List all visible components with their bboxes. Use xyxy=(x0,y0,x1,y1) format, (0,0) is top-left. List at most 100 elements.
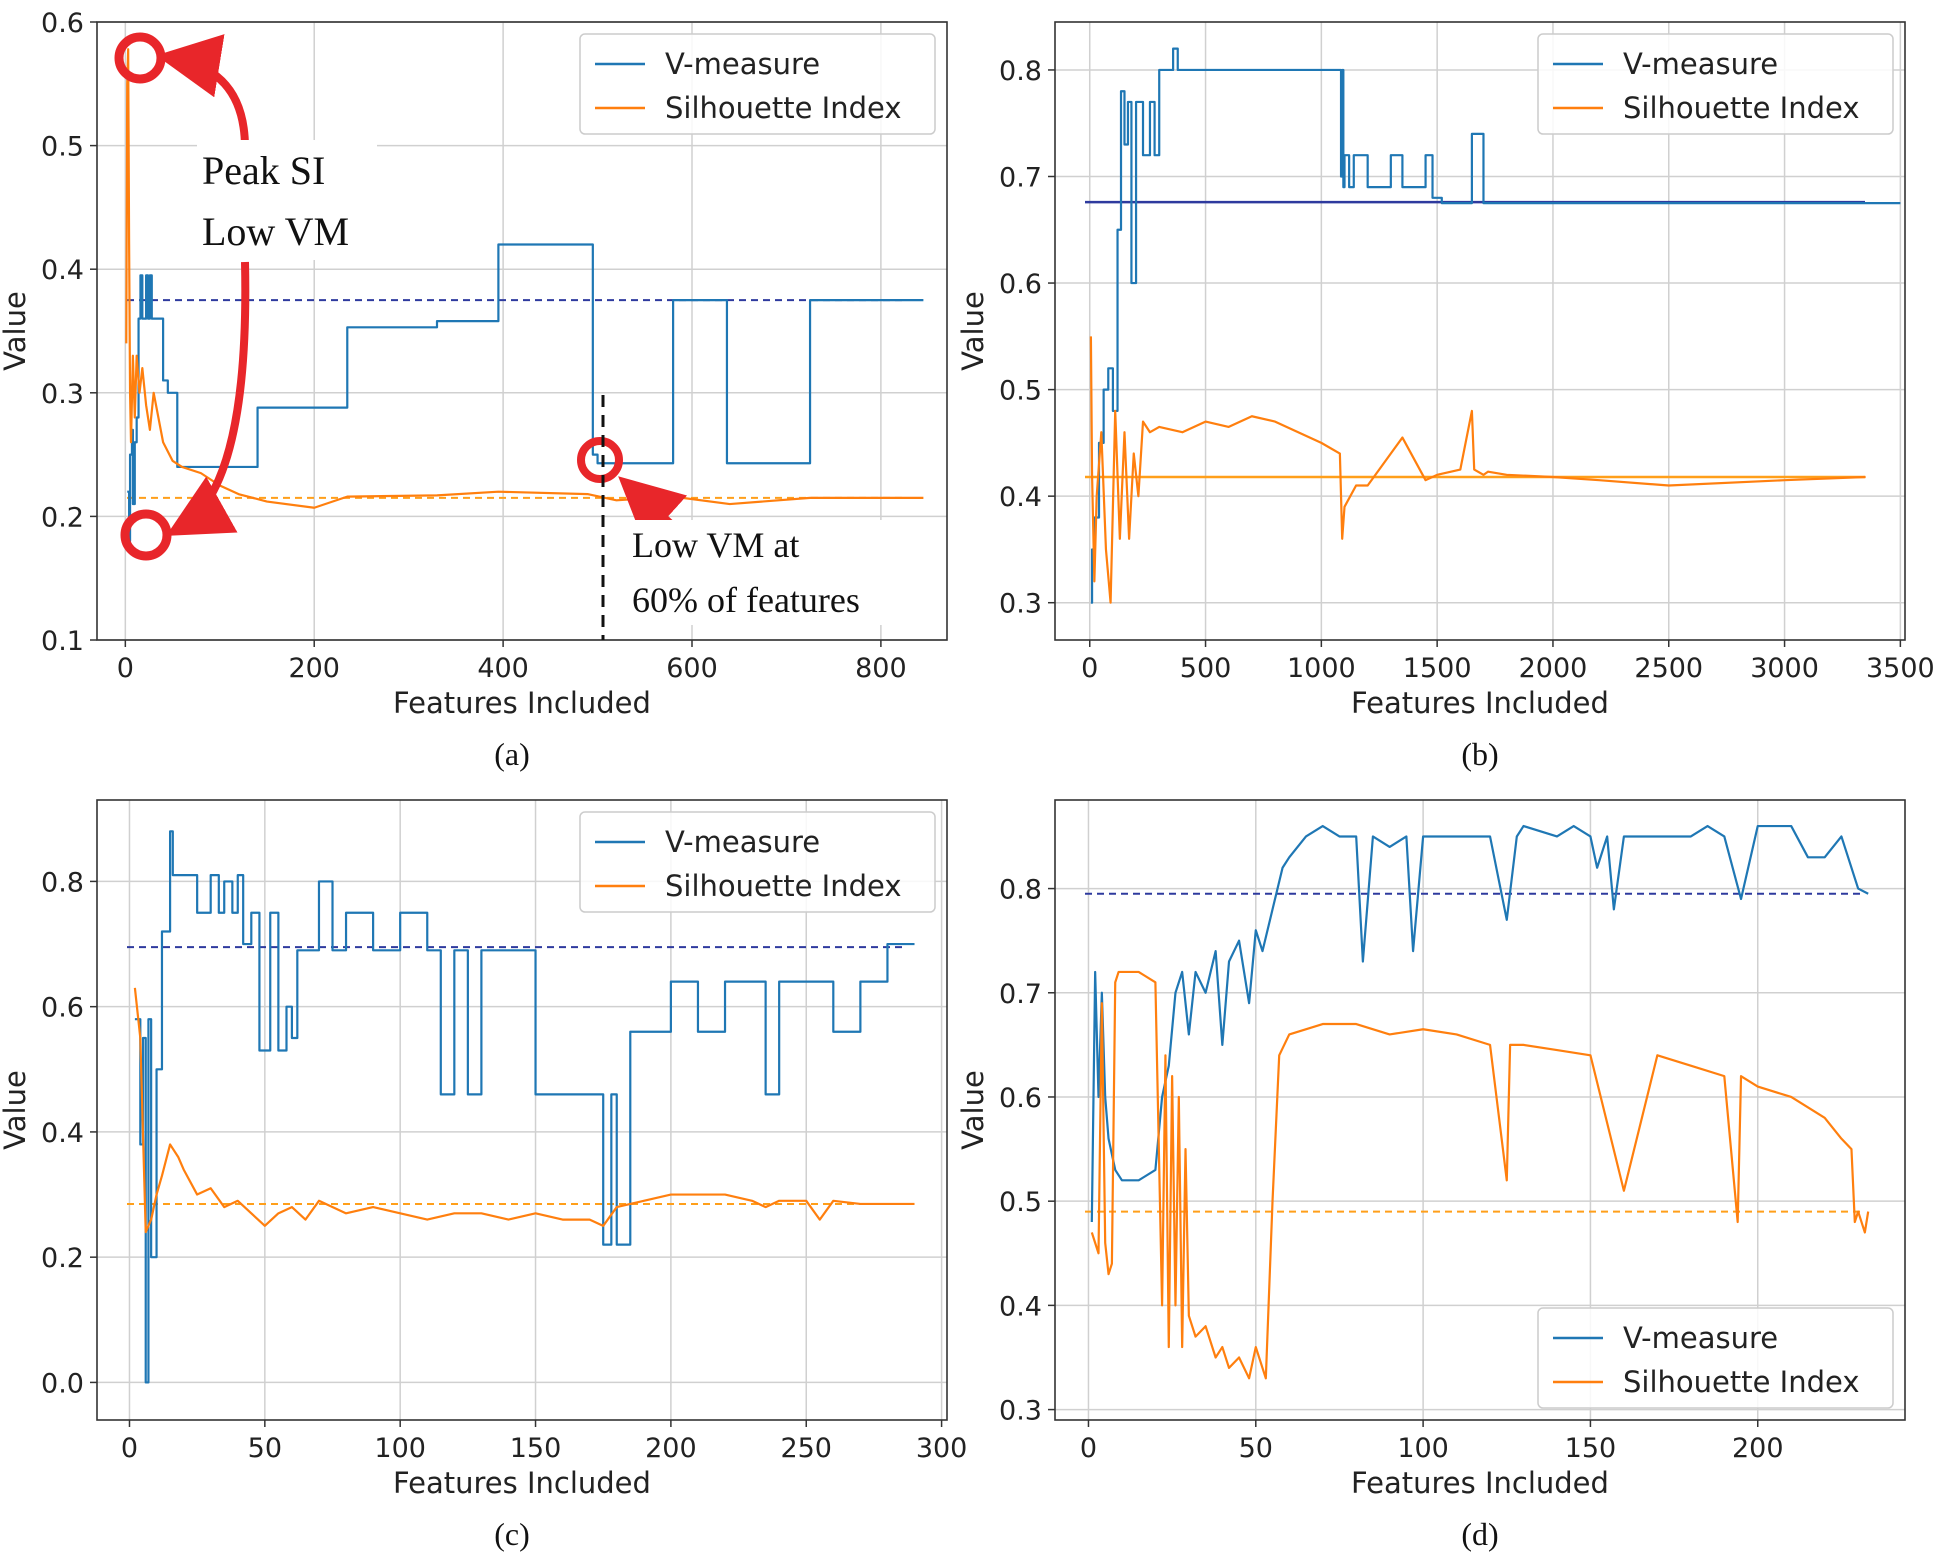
legend-box xyxy=(579,33,936,135)
x-tick-label: 0 xyxy=(117,653,134,684)
y-tick-label: 0.7 xyxy=(999,163,1042,194)
plot-frame xyxy=(96,799,948,1421)
y-axis-label: Value xyxy=(956,291,990,371)
plot-frame xyxy=(1054,799,1906,1421)
panel-caption: (c) xyxy=(494,1516,530,1552)
chart-panel-d: 0 50 100 150 200 0.3 0.4 0.5 0.6 0.7 0.8 Features I… xyxy=(956,799,1906,1552)
annotation-text-bg-2 xyxy=(625,520,895,625)
y-tick-label: 0.4 xyxy=(41,1118,84,1149)
x-axis-label: Features Included xyxy=(1351,686,1609,720)
y-tick-label: 0.5 xyxy=(41,132,84,163)
y-tick-label: 0.0 xyxy=(41,1368,84,1399)
y-tick-label: 0.5 xyxy=(999,376,1042,407)
x-tick-label: 200 xyxy=(1732,1433,1784,1464)
arrow-to-low-vm-60 xyxy=(618,476,688,543)
y-tick-label: 0.4 xyxy=(41,255,84,286)
y-tick-label: 0.4 xyxy=(999,1291,1042,1322)
arrow-to-low-vm xyxy=(166,261,250,536)
y-axis-label: Value xyxy=(0,1070,32,1150)
plot-frame xyxy=(96,21,948,641)
silhouette-index-line xyxy=(1090,970,1870,1380)
x-tick-label: 50 xyxy=(1239,1433,1273,1464)
low-vm-marker xyxy=(120,509,172,561)
x-tick-label: 800 xyxy=(855,653,907,684)
x-tick-label: 500 xyxy=(1180,653,1232,684)
y-tick-label: 0.3 xyxy=(41,379,84,410)
legend-label: Silhouette Index xyxy=(1623,91,1860,125)
annotation-layer: Peak SI Low VM Low VM at 60% of features xyxy=(114,32,895,640)
y-tick-label: 0.4 xyxy=(999,482,1042,513)
y-tick-label: 0.6 xyxy=(999,1083,1042,1114)
x-tick-label: 0 xyxy=(1081,653,1098,684)
silhouette-index-line xyxy=(133,987,915,1234)
y-tick-label: 0.3 xyxy=(999,589,1042,620)
x-tick-label: 600 xyxy=(666,653,718,684)
legend-label: Silhouette Index xyxy=(665,91,902,125)
plot-frame xyxy=(1054,21,1906,641)
plot-area xyxy=(127,830,915,1384)
chart-panel-a: 0 200 400 600 800 0.1 0.2 0.3 0.4 0.5 0.6 Features … xyxy=(0,8,948,772)
y-tick-label: 0.8 xyxy=(41,867,84,898)
x-tick-label: 3500 xyxy=(1866,653,1935,684)
legend-label: Silhouette Index xyxy=(665,869,902,903)
x-tick-label: 200 xyxy=(645,1433,697,1464)
legend: V-measure Silhouette Index xyxy=(1537,33,1894,135)
plot-area xyxy=(1085,824,1870,1380)
x-tick-label: 0 xyxy=(1080,1433,1097,1464)
x-tick-label: 300 xyxy=(916,1433,968,1464)
x-tick-label: 2500 xyxy=(1634,653,1703,684)
x-tick-label: 400 xyxy=(477,653,529,684)
x-tick-label: 3000 xyxy=(1750,653,1819,684)
legend: V-measure Silhouette Index xyxy=(579,33,936,135)
x-axis-label: Features Included xyxy=(1351,1466,1609,1500)
y-tick-label: 0.6 xyxy=(41,8,84,39)
legend-box xyxy=(579,811,936,913)
plot-area xyxy=(1085,47,1901,604)
x-tick-label: 1500 xyxy=(1403,653,1472,684)
x-tick-label: 250 xyxy=(780,1433,832,1464)
low-vm-label: Low VM xyxy=(202,209,349,254)
y-tick-label: 0.6 xyxy=(41,993,84,1024)
legend-label: V-measure xyxy=(665,825,820,859)
panel-caption: (d) xyxy=(1461,1516,1498,1552)
x-tick-label: 150 xyxy=(1565,1433,1617,1464)
silhouette-index-line xyxy=(125,48,924,509)
legend-box xyxy=(1537,1307,1894,1409)
low-vm-60-label-line1: Low VM at xyxy=(632,525,799,565)
legend-label: Silhouette Index xyxy=(1623,1365,1860,1399)
legend: V-measure Silhouette Index xyxy=(579,811,936,913)
v-measure-line xyxy=(1090,47,1901,604)
y-tick-label: 0.1 xyxy=(41,626,84,657)
y-axis-label: Value xyxy=(0,291,32,371)
legend: V-measure Silhouette Index xyxy=(1537,1307,1894,1409)
x-tick-label: 100 xyxy=(1397,1433,1449,1464)
x-tick-label: 150 xyxy=(510,1433,562,1464)
legend-label: V-measure xyxy=(1623,1321,1778,1355)
y-tick-label: 0.3 xyxy=(999,1396,1042,1427)
y-tick-label: 0.2 xyxy=(41,1243,84,1274)
chart-panel-b: 0 500 1000 1500 2000 2500 3000 3500 0.3 0.4 0.5 0.6… xyxy=(956,21,1935,772)
x-tick-label: 2000 xyxy=(1519,653,1588,684)
x-tick-label: 50 xyxy=(248,1433,282,1464)
y-tick-label: 0.6 xyxy=(999,269,1042,300)
peak-si-label: Peak SI xyxy=(202,148,325,193)
x-tick-label: 1000 xyxy=(1287,653,1356,684)
v-measure-line xyxy=(134,830,915,1384)
y-tick-label: 0.8 xyxy=(999,56,1042,87)
legend-label: V-measure xyxy=(1623,47,1778,81)
x-tick-label: 200 xyxy=(288,653,340,684)
chart-panel-c: 0 50 100 150 200 250 300 0.0 0.2 0.4 0.6 0.8 Feature… xyxy=(0,799,968,1552)
arrow-to-peak-si xyxy=(156,34,249,149)
panel-caption: (b) xyxy=(1461,736,1498,772)
x-axis-label: Features Included xyxy=(393,1466,651,1500)
y-tick-label: 0.7 xyxy=(999,979,1042,1010)
v-measure-line xyxy=(127,243,924,543)
legend-box xyxy=(1537,33,1894,135)
y-tick-label: 0.8 xyxy=(999,875,1042,906)
low-vm-60-marker xyxy=(577,437,623,483)
legend-label: V-measure xyxy=(665,47,820,81)
x-tick-label: 0 xyxy=(121,1433,138,1464)
y-tick-label: 0.2 xyxy=(41,502,84,533)
y-tick-label: 0.5 xyxy=(999,1187,1042,1218)
